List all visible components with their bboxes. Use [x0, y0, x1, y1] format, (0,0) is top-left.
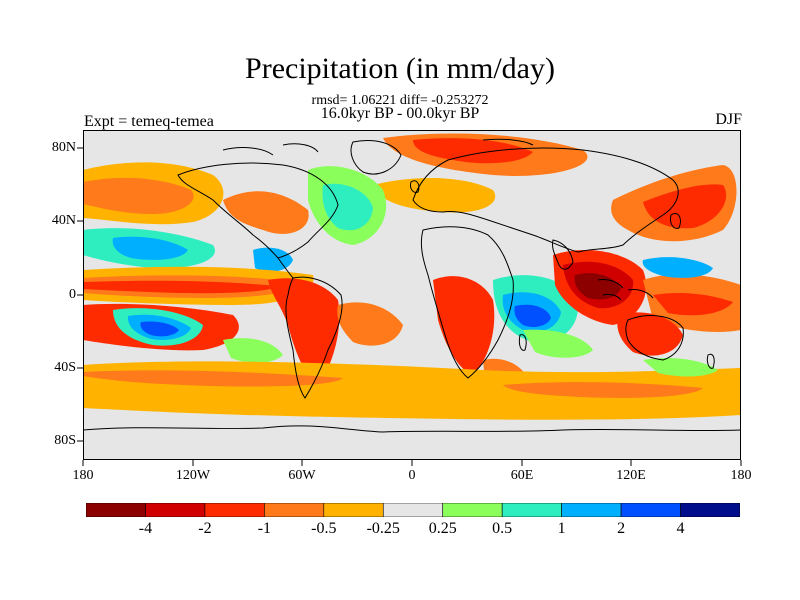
colorbar-label: -0.25	[366, 520, 400, 537]
field-west-pacific-dry-core	[653, 292, 733, 316]
field-southern-ocean-dry-core	[83, 370, 343, 387]
coast-australia	[625, 315, 684, 361]
lon-label-120e: 120E	[616, 468, 646, 483]
coastlines	[83, 138, 741, 433]
map-title: Precipitation (in mm/day)	[245, 52, 555, 85]
experiment-label: Expt = temeq-temea	[84, 113, 214, 130]
lat-label-80s: 80S	[54, 433, 76, 448]
precipitation-anomaly-map	[83, 130, 741, 460]
field-pacific-north-wet	[642, 257, 713, 278]
coast-india	[552, 239, 574, 270]
coast-new-zealand	[706, 353, 715, 369]
map-border	[83, 130, 741, 460]
colorbar-swatch	[561, 503, 622, 517]
lon-label-120w: 120W	[175, 468, 211, 483]
colorbar-swatch	[86, 503, 146, 517]
coast-antarctica	[83, 425, 741, 433]
lon-label-0: 0	[408, 468, 416, 483]
field-africa-dry	[433, 276, 495, 375]
field-south-atlantic-dry	[337, 302, 403, 346]
coast-north-america	[177, 162, 339, 259]
colorbar-label: -1	[257, 520, 272, 537]
field-north-america-dry	[223, 191, 309, 234]
lon-label-180w: 180	[72, 468, 94, 483]
colorbar-swatch	[323, 503, 384, 517]
field-southern-ocean-green	[643, 358, 718, 377]
colorbar-swatch	[382, 503, 444, 517]
coast-japan	[670, 213, 681, 229]
field-eurasia-dry-core	[413, 138, 533, 164]
colorbar-swatch	[620, 503, 681, 517]
field-indian-ocean-wet-core	[514, 304, 551, 327]
coast-greenland	[350, 140, 402, 175]
colorbar-label: -2	[198, 520, 212, 537]
colorbar-swatch	[501, 503, 562, 517]
field-north-atlantic-dry	[373, 178, 496, 213]
coast-south-america	[285, 276, 343, 399]
field-australia-dry	[617, 312, 683, 356]
coast-indonesia	[597, 279, 654, 301]
coast-madagascar	[518, 334, 527, 351]
colorbar	[86, 503, 740, 517]
lon-label-60w: 60W	[288, 468, 316, 483]
colorbar-label: 2	[617, 520, 626, 537]
coast-eurasia	[412, 147, 679, 253]
field-north-pacific-dry-core	[83, 177, 194, 214]
field-south-pacific-green	[223, 338, 283, 363]
colorbar-swatch	[264, 503, 325, 517]
period-label: 16.0kyr BP - 00.0kyr BP	[320, 105, 480, 122]
colorbar-label: 1	[557, 520, 566, 537]
colorbar-swatch	[204, 503, 265, 517]
colorbar-label: -4	[138, 520, 153, 537]
coast-central-america	[277, 257, 294, 279]
field-south-indian-wet	[523, 329, 593, 358]
lat-label-80n: 80N	[51, 140, 76, 155]
colorbar-label: 0.5	[492, 520, 513, 537]
coast-uk	[410, 180, 420, 193]
colorbar-swatch	[145, 503, 206, 517]
colorbar-label: 0.25	[428, 520, 457, 537]
field-equatorial-pacific-dry-core	[83, 280, 278, 294]
lat-label-40n: 40N	[51, 213, 76, 228]
rmsd-diff-stats: rmsd= 1.06221 diff= -0.253272	[311, 93, 489, 108]
lat-label-40s: 40S	[54, 360, 76, 375]
field-atlantic-wet-core	[322, 183, 373, 231]
field-east-asia-dry-core	[643, 184, 727, 229]
colorbar-label: -0.5	[311, 520, 337, 537]
colorbar-swatch	[442, 503, 503, 517]
coast-africa	[420, 226, 514, 379]
season-label: DJF	[715, 111, 742, 128]
colorbar-swatch	[680, 503, 740, 517]
coast-arctic-islands	[222, 138, 534, 156]
lon-label-180e: 180	[730, 468, 752, 483]
field-south-pacific-wet-core	[140, 321, 179, 337]
lat-label-0: 0	[69, 287, 76, 302]
colorbar-label: 4	[676, 520, 685, 537]
lon-label-60e: 60E	[510, 468, 534, 483]
field-southern-ocean-dry-east	[503, 382, 703, 398]
field-subtropical-pacific-wet-core	[112, 236, 188, 260]
